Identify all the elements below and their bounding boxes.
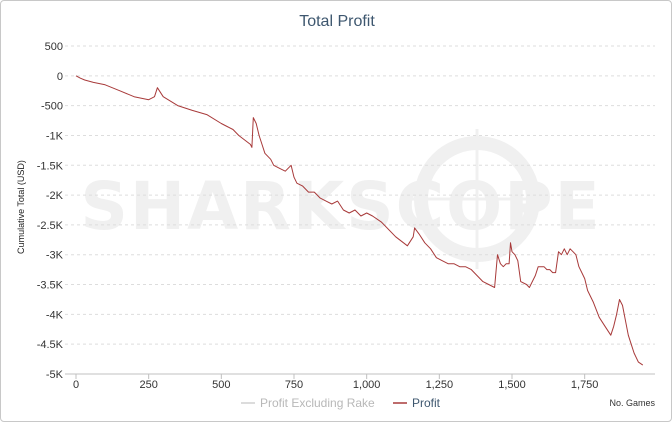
y-tick-label: -5K xyxy=(46,369,64,381)
y-tick-label: 0 xyxy=(57,71,63,83)
legend-item-profit-excluding-rake[interactable]: Profit Excluding Rake xyxy=(241,396,375,410)
x-tick-label: 500 xyxy=(212,379,230,391)
legend-label: Profit xyxy=(412,396,441,410)
y-tick-label: -1K xyxy=(46,130,64,142)
y-tick-label: -500 xyxy=(41,101,63,113)
legend: Profit Excluding Rake Profit xyxy=(241,396,441,410)
y-tick-label: -4K xyxy=(46,309,64,321)
y-tick-label: -3.5K xyxy=(37,280,64,292)
series-lines xyxy=(75,75,644,366)
x-tick-label: 1,750 xyxy=(571,379,599,391)
x-tick-label: 1,500 xyxy=(498,379,526,391)
x-tick-label: 750 xyxy=(285,379,303,391)
profit-series-line xyxy=(75,75,644,366)
watermark-crosshair-icon xyxy=(407,129,547,269)
x-tick-label: 1,000 xyxy=(353,379,381,391)
x-axis-ticks: 0 250 500 750 1,000 1,250 1,500 1,750 xyxy=(73,374,598,391)
legend-label: Profit Excluding Rake xyxy=(260,396,375,410)
x-tick-label: 1,250 xyxy=(426,379,454,391)
y-axis-label: Cumulative Total (USD) xyxy=(16,160,26,254)
y-tick-label: -2K xyxy=(46,190,64,202)
y-tick-label: -2.5K xyxy=(37,220,64,232)
y-tick-label: -1.5K xyxy=(37,160,64,172)
x-tick-label: 250 xyxy=(139,379,157,391)
chart-title: Total Profit xyxy=(299,13,375,30)
grid-lines xyxy=(65,45,655,345)
y-tick-label: 500 xyxy=(45,41,63,53)
legend-item-profit[interactable]: Profit xyxy=(393,396,441,410)
y-axis-ticks: 500 0 -500 -1K -1.5K -2K -2.5K -3K -3.5K -4K -4.5K… xyxy=(37,41,64,381)
x-tick-label: 0 xyxy=(73,379,79,391)
x-axis-label: No. Games xyxy=(609,398,655,408)
y-tick-label: -3K xyxy=(46,250,64,262)
y-tick-label: -4.5K xyxy=(37,339,64,351)
